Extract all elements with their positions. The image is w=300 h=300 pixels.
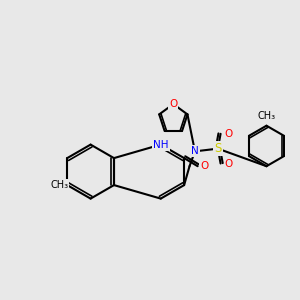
Text: N: N — [191, 146, 199, 156]
Text: S: S — [214, 142, 222, 155]
Text: O: O — [200, 161, 208, 171]
Text: CH₃: CH₃ — [257, 111, 275, 121]
Text: O: O — [225, 158, 233, 169]
Text: O: O — [225, 129, 233, 139]
Text: CH₃: CH₃ — [50, 180, 68, 190]
Text: O: O — [169, 99, 178, 109]
Text: NH: NH — [153, 140, 169, 150]
